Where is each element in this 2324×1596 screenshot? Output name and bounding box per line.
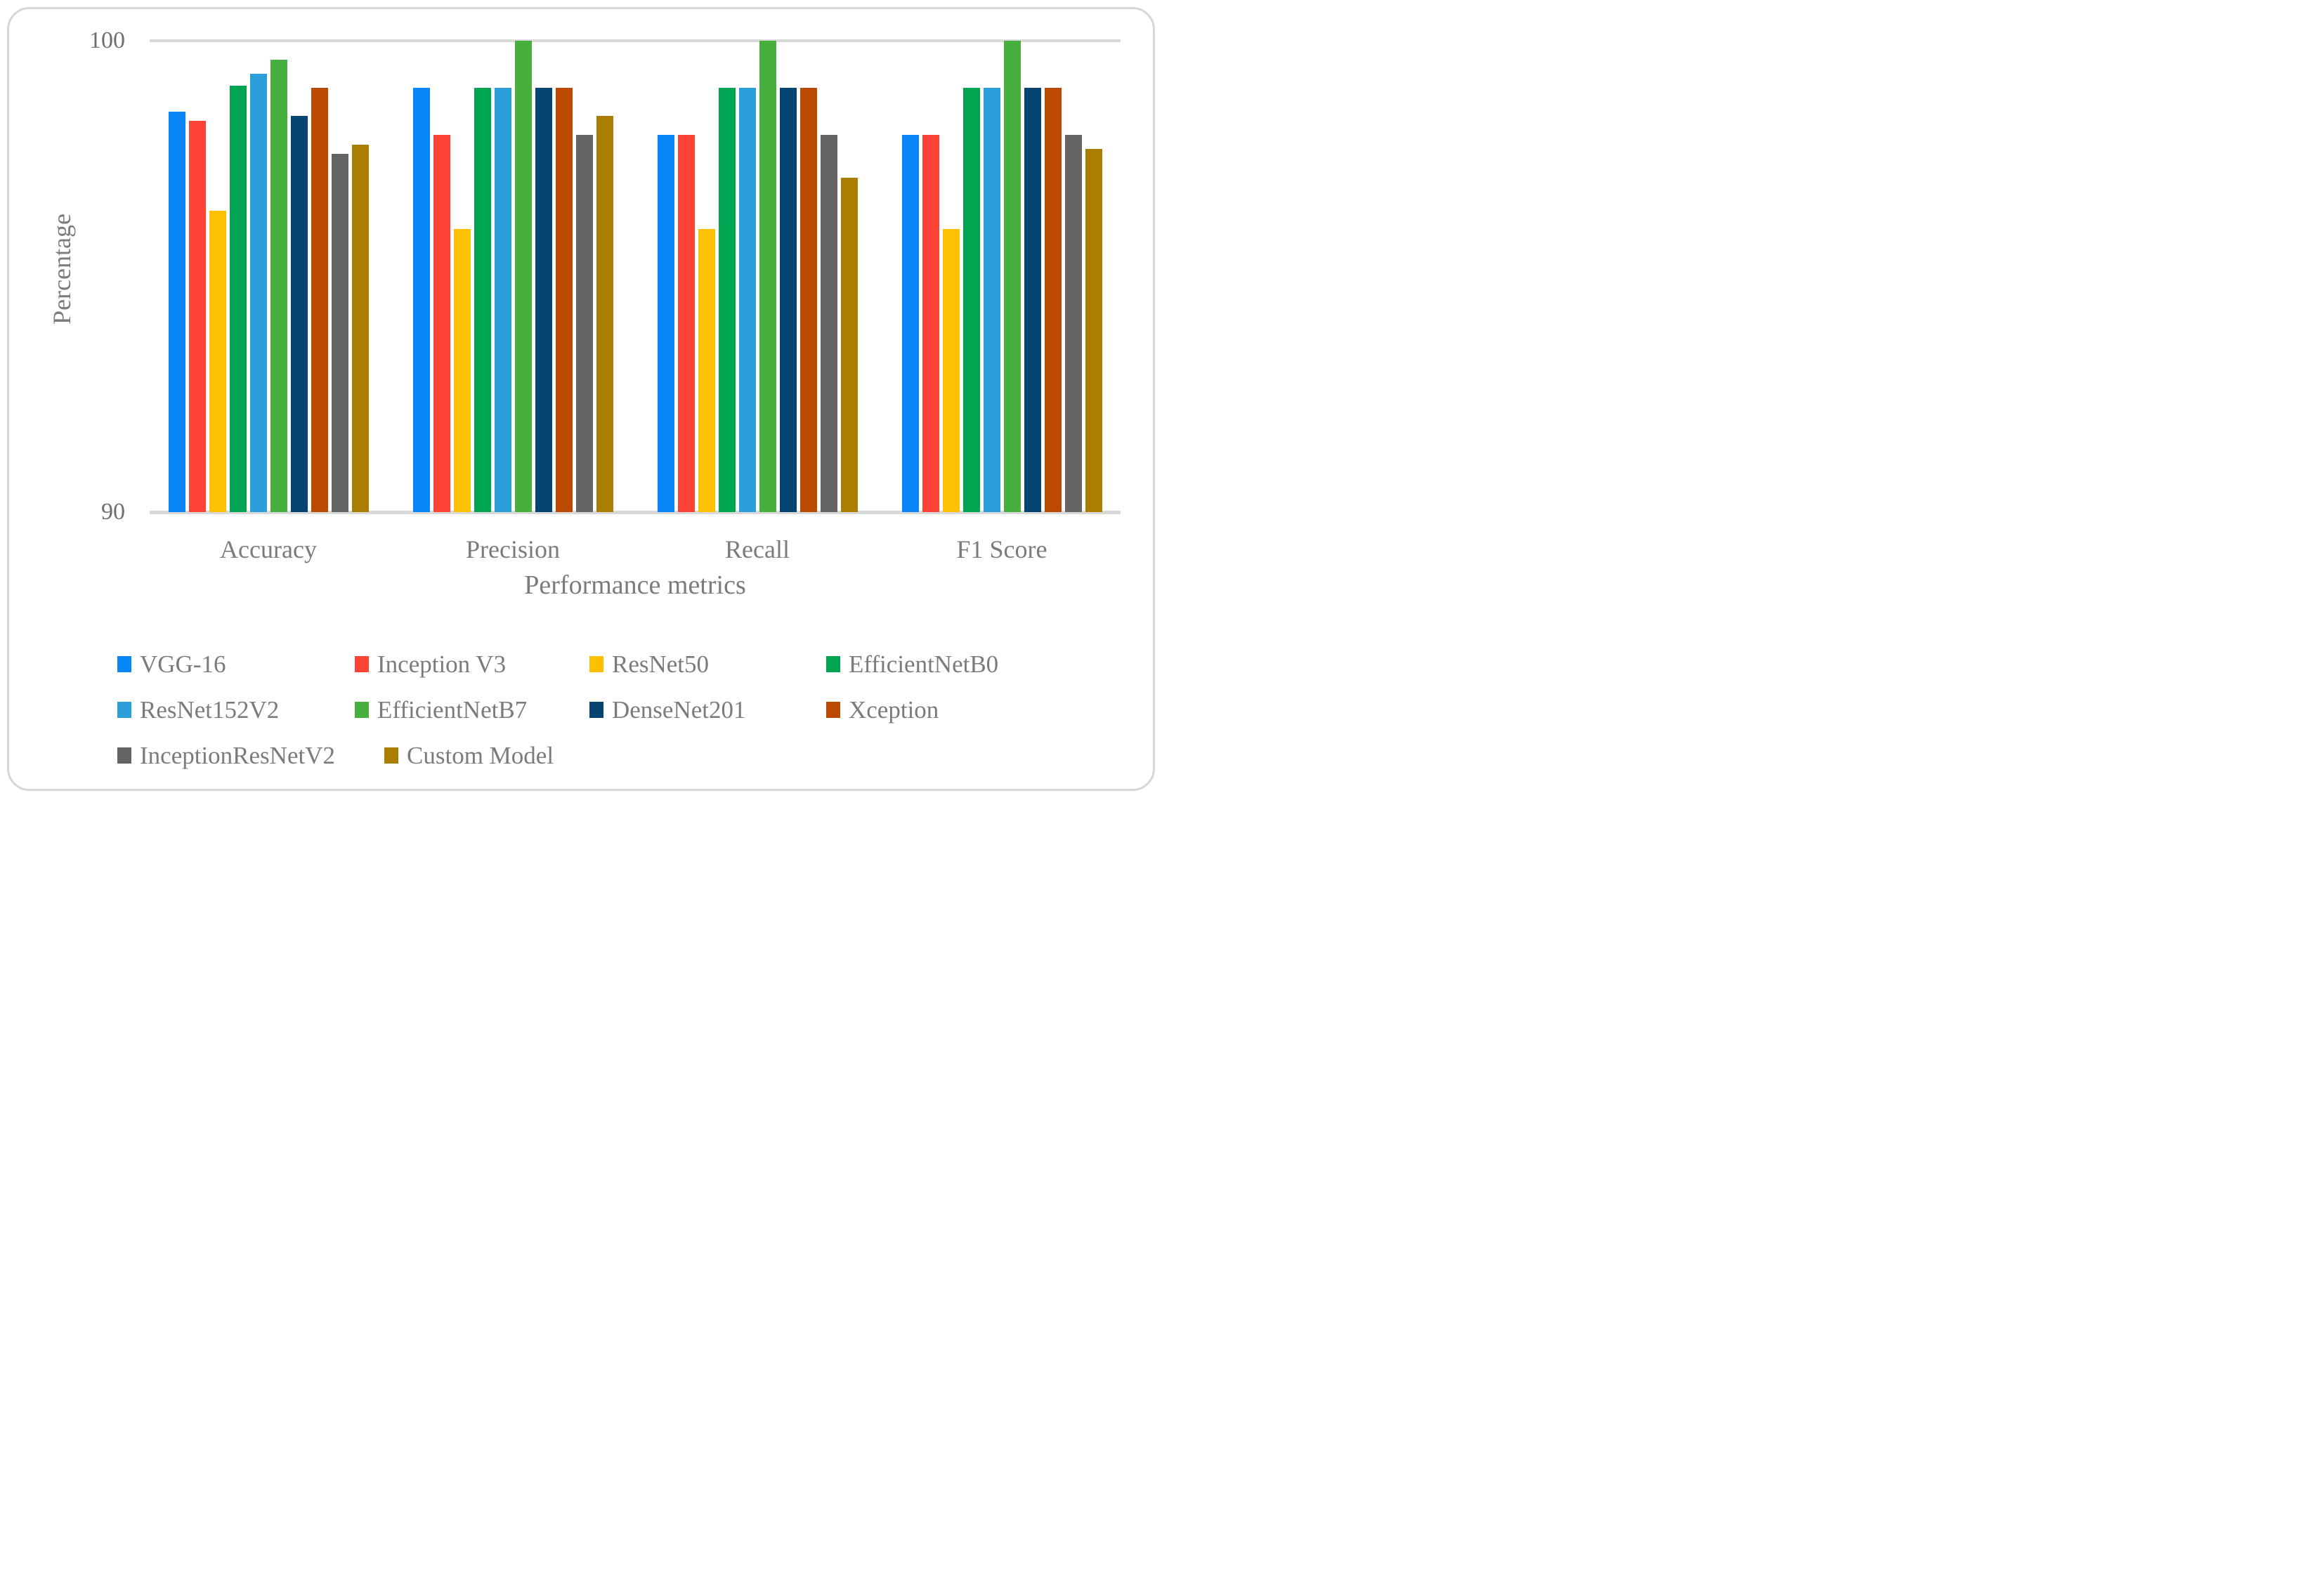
x-category-label-recall: Recall (725, 535, 790, 563)
legend-item-resnet50: ResNet50 (589, 650, 710, 678)
bar-efficientnetb0-precision (474, 88, 491, 512)
bar-xception-recall (799, 88, 817, 512)
legend-swatch-resnet152v2 (117, 701, 131, 718)
y-tick-100: 100 (89, 27, 125, 53)
bar-xception-f1-score (1044, 88, 1062, 512)
legend-label-efficientnetb0: EfficientNetB0 (849, 650, 999, 678)
bar-xception-accuracy (311, 88, 328, 512)
legend-swatch-vgg-16 (117, 655, 131, 672)
bar-inception-v3-accuracy (188, 121, 206, 512)
bar-efficientnetb0-f1-score (962, 88, 980, 512)
legend-item-inceptionresnetv2: InceptionResNetV2 (117, 741, 335, 769)
legend-label-inceptionresnetv2: InceptionResNetV2 (140, 741, 335, 769)
bar-xception-precision (555, 88, 573, 512)
legend-swatch-inception-v3 (355, 655, 369, 672)
legend-label-resnet152v2: ResNet152V2 (140, 695, 280, 724)
bar-resnet50-recall (698, 229, 715, 512)
y-axis-title: Percentage (48, 214, 76, 325)
bar-efficientnetb7-f1-score (1003, 41, 1021, 512)
x-category-label-f1-score: F1 Score (956, 535, 1047, 563)
axis-baseline-90 (150, 511, 1121, 514)
x-category-label-accuracy: Accuracy (220, 535, 317, 563)
legend-label-custom-model: Custom Model (407, 741, 554, 769)
bar-densenet201-accuracy (290, 116, 308, 512)
bar-inceptionresnetv2-recall (820, 135, 837, 512)
bar-densenet201-recall (779, 88, 797, 512)
gridline-100 (150, 39, 1121, 42)
bar-vgg-16-precision (412, 88, 430, 512)
legend-item-xception: Xception (826, 695, 939, 724)
legend-label-xception: Xception (849, 695, 939, 724)
bar-vgg-16-recall (657, 135, 674, 512)
legend-item-resnet152v2: ResNet152V2 (117, 695, 280, 724)
bar-custom-model-recall (840, 177, 858, 512)
bar-vgg-16-f1-score (901, 135, 919, 512)
legend-item-vgg-16: VGG-16 (117, 650, 226, 678)
x-axis-title: Performance metrics (524, 570, 746, 600)
legend-swatch-xception (826, 701, 840, 718)
bar-inceptionresnetv2-accuracy (331, 154, 348, 512)
legend-item-densenet201: DenseNet201 (589, 695, 746, 724)
bar-resnet50-accuracy (209, 210, 226, 512)
bar-densenet201-f1-score (1024, 88, 1041, 512)
legend-swatch-efficientnetb7 (355, 701, 369, 718)
bar-resnet152v2-recall (738, 88, 756, 512)
legend-swatch-resnet50 (589, 655, 603, 672)
bar-efficientnetb7-accuracy (270, 59, 287, 512)
bar-inceptionresnetv2-precision (575, 135, 593, 512)
legend-label-resnet50: ResNet50 (612, 650, 710, 678)
bar-inceptionresnetv2-f1-score (1064, 135, 1082, 512)
legend-swatch-inceptionresnetv2 (117, 747, 131, 764)
bar-efficientnetb7-precision (514, 41, 532, 512)
bar-densenet201-precision (535, 88, 552, 512)
bar-inception-v3-f1-score (922, 135, 939, 512)
legend-item-efficientnetb7: EfficientNetB7 (355, 695, 528, 724)
legend-item-efficientnetb0: EfficientNetB0 (826, 650, 999, 678)
figure: 100 90 Percentage Accuracy Precision Recal… (0, 0, 1162, 798)
legend-label-efficientnetb7: EfficientNetB7 (377, 695, 528, 724)
legend-swatch-efficientnetb0 (826, 655, 840, 672)
legend-swatch-custom-model (384, 747, 398, 764)
bar-efficientnetb0-recall (718, 88, 736, 512)
bar-resnet152v2-precision (494, 88, 511, 512)
bar-resnet152v2-accuracy (249, 73, 267, 512)
bar-custom-model-accuracy (351, 144, 369, 512)
bar-custom-model-f1-score (1085, 149, 1102, 512)
bar-custom-model-precision (596, 116, 613, 512)
legend-item-inception-v3: Inception V3 (355, 650, 507, 678)
bar-inception-v3-recall (677, 135, 695, 512)
y-tick-90: 90 (101, 499, 125, 525)
bar-resnet152v2-f1-score (983, 88, 1000, 512)
bar-inception-v3-precision (433, 135, 450, 512)
bar-resnet50-f1-score (942, 229, 960, 512)
legend-label-vgg-16: VGG-16 (140, 650, 226, 678)
bar-efficientnetb0-accuracy (229, 85, 247, 512)
bar-resnet50-precision (453, 229, 471, 512)
bar-vgg-16-accuracy (168, 111, 185, 512)
legend-label-inception-v3: Inception V3 (377, 650, 507, 678)
legend-item-custom-model: Custom Model (384, 741, 554, 769)
x-category-label-precision: Precision (466, 535, 560, 563)
legend-label-densenet201: DenseNet201 (612, 695, 746, 724)
bar-efficientnetb7-recall (759, 41, 776, 512)
legend-swatch-densenet201 (589, 701, 603, 718)
